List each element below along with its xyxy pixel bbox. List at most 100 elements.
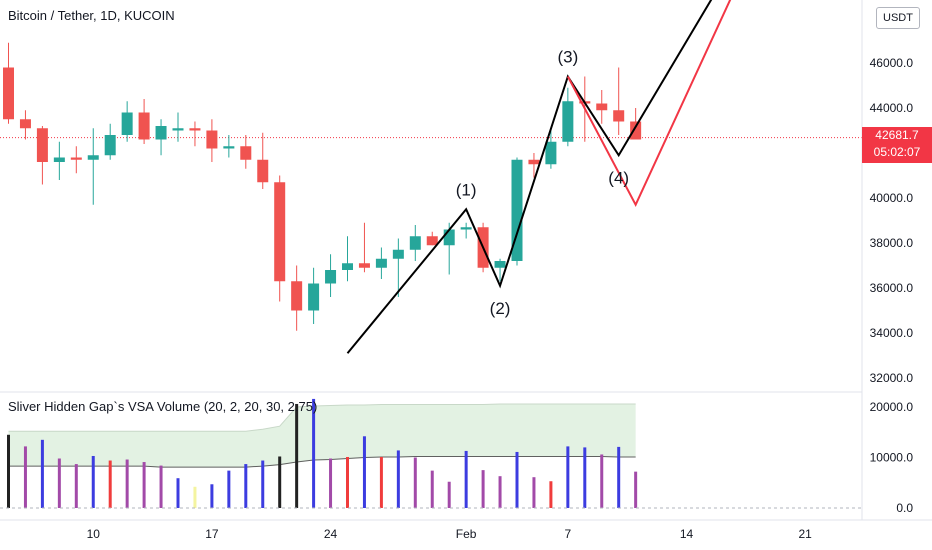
volume-bar <box>227 470 231 508</box>
last-price: 42681.7 <box>875 128 919 142</box>
volume-bar <box>278 456 282 508</box>
price-tick-label: 44000.0 <box>870 101 914 115</box>
volume-bar <box>295 403 299 508</box>
candle <box>291 265 303 331</box>
volume-tick-label: 10000.0 <box>870 451 914 465</box>
volume-band-fill <box>8 403 636 468</box>
candle-body <box>511 159 523 261</box>
price-tick-label: 46000.0 <box>870 56 914 70</box>
volume-bar <box>379 456 383 508</box>
currency-button[interactable]: USDT <box>876 7 920 29</box>
volume-bar <box>159 465 163 508</box>
candle-body <box>630 121 642 140</box>
volume-bar <box>532 477 536 508</box>
volume-average-line <box>8 455 636 468</box>
candle-body <box>36 128 48 162</box>
candle-body <box>375 258 387 268</box>
candle <box>308 267 320 324</box>
candle-body <box>274 182 286 282</box>
candle <box>87 128 99 205</box>
candle-body <box>87 155 99 160</box>
price-tick-label: 36000.0 <box>870 281 914 295</box>
time-tick-label: 24 <box>324 527 338 541</box>
candle-body <box>189 128 201 131</box>
volume-bar <box>481 470 485 508</box>
volume-bar <box>7 434 10 508</box>
wave-label: (1) <box>456 180 477 199</box>
volume-bar <box>498 476 502 508</box>
candle-body <box>443 229 455 246</box>
candle-body <box>257 159 269 183</box>
candle <box>392 238 404 297</box>
volume-bar <box>210 484 214 508</box>
candle <box>240 135 252 169</box>
candle-body <box>155 126 167 140</box>
candle-body <box>545 141 557 165</box>
wave-drawing[interactable]: (1) (2) (3) (4) <box>346 0 738 354</box>
candle <box>3 42 14 124</box>
candle-body <box>596 103 608 111</box>
candle <box>206 119 218 162</box>
candle <box>104 123 116 160</box>
volume-bar <box>261 460 265 508</box>
candle-body <box>53 157 65 162</box>
candle-body <box>138 112 150 140</box>
candle <box>596 90 608 124</box>
volume-bar <box>515 451 519 508</box>
candle-body <box>121 112 133 135</box>
volume-bar <box>549 481 553 508</box>
volume-bars <box>7 398 638 508</box>
wave-line <box>346 0 713 354</box>
candle-body <box>19 119 31 129</box>
volume-bar <box>396 450 400 508</box>
time-tick-label: 17 <box>205 527 219 541</box>
candle <box>138 99 150 144</box>
last-price-tag: 42681.7 05:02:07 <box>862 127 932 163</box>
chart-title: Bitcoin / Tether, 1D, KUCOIN <box>8 8 175 23</box>
candle <box>511 157 523 266</box>
candle-body <box>206 130 218 149</box>
volume-bar <box>346 456 349 508</box>
price-tick-label: 32000.0 <box>870 371 914 385</box>
candle-body <box>562 101 574 142</box>
candle <box>562 87 574 147</box>
candle <box>528 153 540 178</box>
volume-band-upper <box>8 403 636 432</box>
time-tick-label: Feb <box>456 527 477 541</box>
time-tick-label: 21 <box>798 527 812 541</box>
candle <box>121 101 133 142</box>
volume-bar <box>57 458 61 508</box>
candle <box>325 254 337 297</box>
candle <box>545 128 557 169</box>
price-tick-label: 34000.0 <box>870 326 914 340</box>
volume-bar <box>108 460 112 508</box>
candle-body <box>358 263 370 268</box>
volume-bar <box>430 470 434 508</box>
candle <box>70 146 82 174</box>
volume-bar <box>566 446 570 508</box>
volume-tick-label: 20000.0 <box>870 400 914 414</box>
candle <box>172 112 184 142</box>
time-tick-label: 7 <box>565 527 572 541</box>
volume-bar <box>600 454 604 508</box>
candle <box>630 108 642 140</box>
candle-body <box>494 261 506 268</box>
candle <box>19 110 31 140</box>
candle-body <box>172 128 184 131</box>
candle-body <box>3 67 14 120</box>
candle <box>460 222 472 239</box>
indicator-title: Sliver Hidden Gap`s VSA Volume (20, 2, 2… <box>8 399 318 414</box>
candle-body <box>392 249 404 259</box>
candle-body <box>104 135 116 156</box>
volume-bar <box>634 471 638 508</box>
candle <box>274 175 286 302</box>
candle <box>358 222 370 273</box>
volume-bar <box>312 398 316 508</box>
time-tick-label: 14 <box>680 527 694 541</box>
time-tick-label: 10 <box>87 527 101 541</box>
price-tick-label: 38000.0 <box>870 236 914 250</box>
candle <box>494 258 506 282</box>
volume-bar <box>362 436 366 508</box>
